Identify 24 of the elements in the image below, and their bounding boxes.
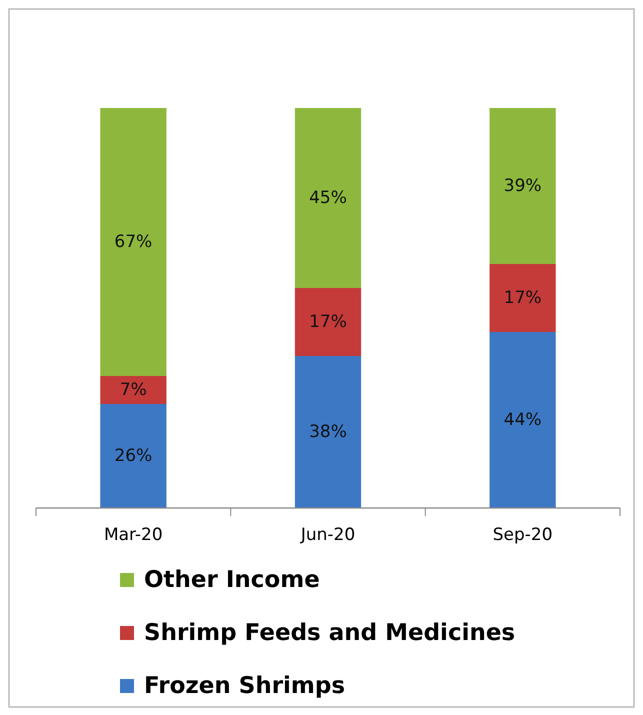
- bar: [294, 356, 362, 508]
- data-label: 7%: [120, 380, 147, 400]
- bar: [490, 108, 556, 264]
- legend-label: Shrimp Feeds and Medicines: [144, 620, 516, 646]
- data-label: 39%: [504, 176, 542, 196]
- bar: [294, 288, 362, 356]
- data-label: 17%: [309, 312, 347, 332]
- bar: [490, 332, 556, 508]
- data-label: 45%: [309, 188, 347, 208]
- data-label: 17%: [504, 288, 542, 308]
- bar: [100, 108, 166, 376]
- legend-label: Other Income: [144, 567, 320, 593]
- bar: [100, 376, 166, 404]
- bar: [490, 264, 556, 332]
- bar: [294, 108, 362, 288]
- x-tick-label: Mar-20: [104, 525, 163, 545]
- data-label: 38%: [309, 422, 347, 442]
- legend-label: Frozen Shrimps: [144, 673, 346, 699]
- data-label: 26%: [114, 446, 152, 466]
- bar: [100, 404, 166, 508]
- data-label: 44%: [504, 410, 542, 430]
- x-tick-label: Sep-20: [492, 525, 553, 545]
- x-tick-label: Jun-20: [300, 525, 356, 545]
- data-label: 67%: [114, 232, 152, 252]
